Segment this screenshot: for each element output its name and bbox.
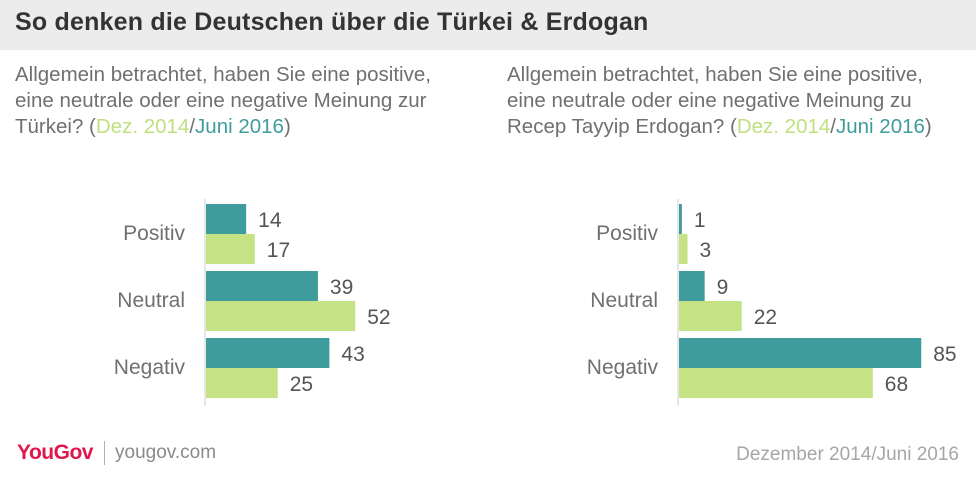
question-turkey: Allgemein betrachtet, haben Sie eine pos… bbox=[15, 63, 431, 138]
chart-turkey: Positiv 14 17 Neutral 39 52 Negativ 43 25 bbox=[114, 199, 391, 406]
question-erdogan-text: Allgemein betrachtet, haben Sie eine pos… bbox=[507, 63, 923, 138]
legend-juni-2016: Juni 2016 bbox=[195, 115, 284, 138]
turkey-value-label: 43 bbox=[341, 343, 364, 366]
erdogan-bar-negativ-juni-2016 bbox=[679, 338, 922, 368]
footer-date: Dezember 2014/Juni 2016 bbox=[736, 444, 959, 465]
erdogan-value-label: 68 bbox=[885, 373, 908, 396]
erdogan-value-label: 1 bbox=[694, 209, 706, 232]
turkey-bar-positiv-dez-2014 bbox=[206, 234, 255, 264]
turkey-value-label: 39 bbox=[330, 276, 353, 299]
question-erdogan: Allgemein betrachtet, haben Sie eine pos… bbox=[507, 63, 932, 138]
turkey-value-label: 25 bbox=[290, 373, 313, 396]
question-turkey-text: Allgemein betrachtet, haben Sie eine pos… bbox=[15, 63, 431, 138]
footer-divider bbox=[104, 441, 105, 465]
legend-juni-2016: Juni 2016 bbox=[835, 115, 925, 138]
turkey-bar-neutral-juni-2016 bbox=[206, 271, 318, 301]
turkey-bar-positiv-juni-2016 bbox=[206, 204, 247, 234]
category-label-negativ: Negativ bbox=[114, 356, 186, 379]
turkey-bar-negativ-juni-2016 bbox=[206, 338, 330, 368]
legend-dez-2014: Dez. 2014 bbox=[736, 115, 831, 138]
yougov-logo: YouGov bbox=[17, 441, 93, 464]
legend-separator: / bbox=[189, 115, 196, 138]
erdogan-value-label: 9 bbox=[717, 276, 729, 299]
erdogan-value-label: 3 bbox=[700, 239, 712, 262]
category-label-neutral: Neutral bbox=[117, 289, 185, 312]
turkey-value-label: 14 bbox=[258, 209, 282, 232]
header-bar: So denken die Deutschen über die Türkei … bbox=[0, 0, 976, 50]
turkey-value-label: 52 bbox=[367, 306, 390, 329]
footer-url: yougov.com bbox=[115, 442, 217, 463]
category-label-negativ: Negativ bbox=[587, 356, 659, 379]
erdogan-bar-positiv-juni-2016 bbox=[679, 204, 682, 234]
legend-separator: / bbox=[830, 115, 836, 138]
page-title: So denken die Deutschen über die Türkei … bbox=[15, 8, 649, 36]
erdogan-bar-negativ-dez-2014 bbox=[679, 368, 873, 398]
category-label-neutral: Neutral bbox=[590, 289, 658, 312]
erdogan-value-label: 85 bbox=[933, 343, 956, 366]
erdogan-bar-neutral-juni-2016 bbox=[679, 271, 705, 301]
turkey-bar-negativ-dez-2014 bbox=[206, 368, 278, 398]
chart-erdogan: Positiv 1 3 Neutral 9 22 Negativ 85 68 bbox=[587, 199, 957, 406]
erdogan-bar-neutral-dez-2014 bbox=[679, 301, 742, 331]
turkey-bar-neutral-dez-2014 bbox=[206, 301, 356, 331]
erdogan-value-label: 22 bbox=[754, 306, 777, 329]
legend-dez-2014: Dez. 2014 bbox=[95, 115, 190, 138]
turkey-value-label: 17 bbox=[267, 239, 290, 262]
category-label-positiv: Positiv bbox=[123, 222, 185, 245]
erdogan-bar-positiv-dez-2014 bbox=[679, 234, 688, 264]
category-label-positiv: Positiv bbox=[596, 222, 658, 245]
